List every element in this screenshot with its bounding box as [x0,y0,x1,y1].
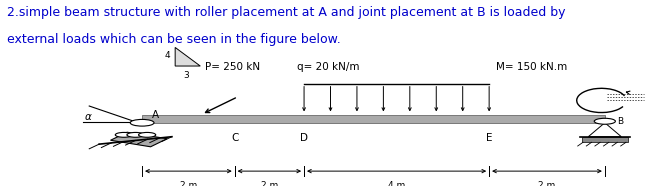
Circle shape [139,132,156,137]
Text: M= 150 kN.m: M= 150 kN.m [496,62,567,72]
Text: external loads which can be seen in the figure below.: external loads which can be seen in the … [7,33,340,46]
Text: E: E [486,133,492,143]
Polygon shape [588,123,621,137]
Text: 2 m: 2 m [180,181,197,186]
Circle shape [127,132,144,137]
Polygon shape [175,47,200,66]
Text: 2 m: 2 m [260,181,278,186]
Text: 2.simple beam structure with roller placement at A and joint placement at B is l: 2.simple beam structure with roller plac… [7,6,565,19]
Text: A: A [152,110,159,120]
Text: 4: 4 [164,51,170,60]
Text: 2 m: 2 m [538,181,556,186]
Text: P= 250 kN: P= 250 kN [205,62,260,72]
Text: D: D [300,133,308,143]
Text: q= 20 kN/m: q= 20 kN/m [297,62,360,72]
Text: C: C [231,133,239,143]
FancyBboxPatch shape [142,115,605,123]
Text: $\alpha$: $\alpha$ [83,112,93,122]
FancyBboxPatch shape [582,137,628,142]
Text: B: B [617,117,623,126]
Text: 4 m: 4 m [388,181,405,186]
Circle shape [130,119,154,126]
Circle shape [115,132,132,137]
Circle shape [594,118,615,124]
Polygon shape [110,132,167,147]
Text: 3: 3 [184,71,189,80]
